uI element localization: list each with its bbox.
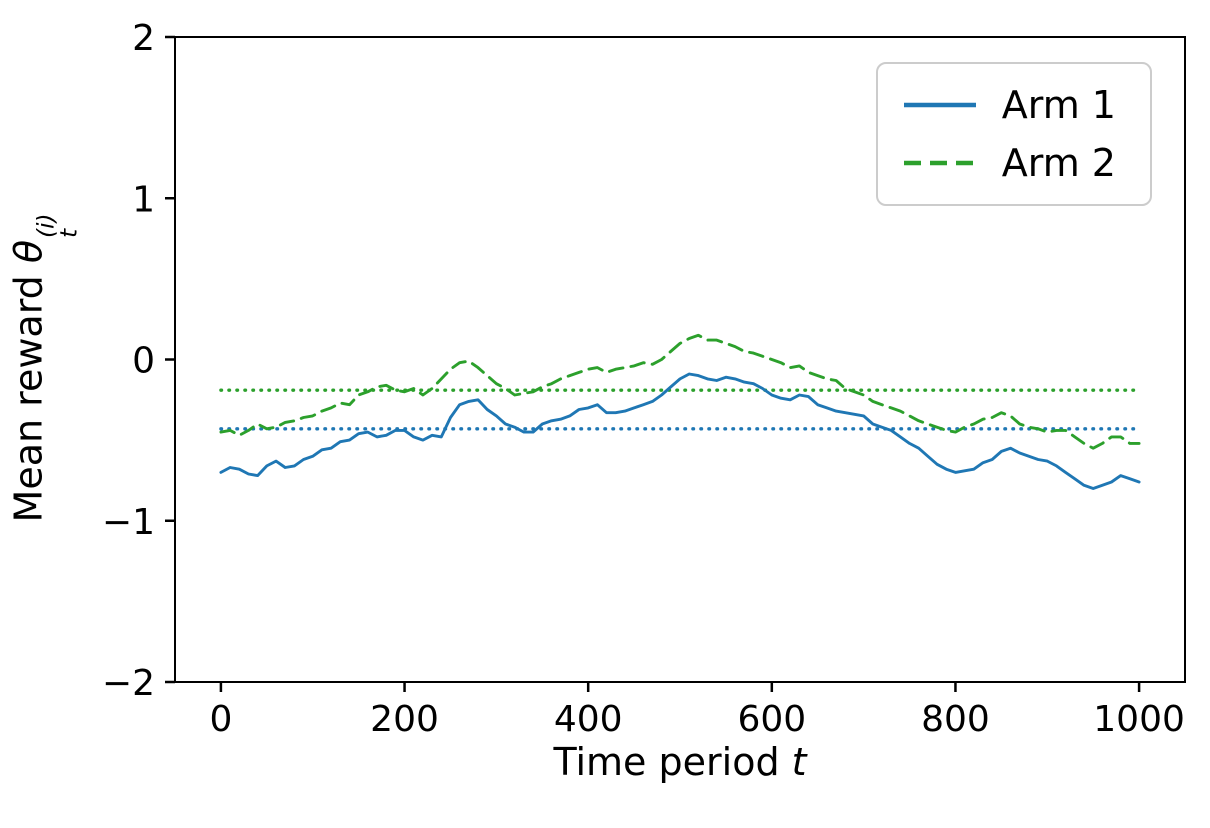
y-axis-label-text: Mean reward [6,263,51,523]
x-tick-label: 400 [554,699,623,740]
arm1-line-sample [903,102,976,108]
theta-superscript: (i) [32,213,59,238]
y-tick-label: −2 [102,663,155,704]
arm-1-line [219,372,1141,490]
y-tick-label: 2 [132,18,155,59]
legend-entry-arm2: Arm 2 [902,144,1116,182]
x-tick-label: 1000 [1093,699,1185,740]
theta-subscript: t [56,228,83,238]
y-tick-label: 0 [132,341,155,382]
arm2-line-sample [903,160,976,166]
theta-scripts: (i) t [32,213,83,238]
x-axis-label-text: Time period [553,740,792,784]
legend-label-arm1: Arm 1 [1001,83,1116,127]
y-axis-label: Mean reward θ (i) t [6,213,83,523]
y-tick-label: 1 [132,179,155,220]
x-tick-label: 0 [209,699,232,740]
legend-entry-arm1: Arm 1 [902,86,1116,124]
legend: Arm 1 Arm 2 [875,62,1152,206]
legend-label-arm2: Arm 2 [1001,141,1116,185]
x-tick-label: 600 [737,699,806,740]
t-symbol: t [791,740,807,784]
y-tick-label: −1 [102,502,155,543]
arm-2-line [219,333,1141,450]
theta-symbol: θ [6,239,51,264]
x-tick-label: 200 [370,699,439,740]
x-tick-label: 800 [921,699,990,740]
x-axis-label: Time period t [553,740,806,784]
